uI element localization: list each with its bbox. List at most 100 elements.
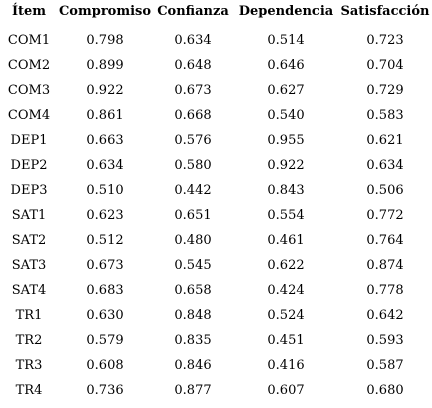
cell-item: SAT2 [11,233,47,248]
header-satisfaccion: Satisfacción [340,4,430,19]
cell-dependencia: 0.955 [267,133,305,148]
cell-compromiso: 0.630 [86,308,124,323]
header-item: Ítem [11,4,47,19]
table-row: COM3 0.922 0.673 0.627 0.729 [0,78,432,103]
table-row: SAT1 0.623 0.651 0.554 0.772 [0,203,432,228]
cell-dependencia: 0.514 [267,33,305,48]
cell-compromiso: 0.899 [86,58,124,73]
cell-satisfaccion: 0.764 [366,233,404,248]
cell-item: COM1 [7,33,51,48]
cell-compromiso: 0.736 [86,383,124,398]
table-header: Ítem Compromiso Confianza Dependencia Sa… [0,4,432,28]
cell-satisfaccion: 0.593 [366,333,404,348]
cell-confianza: 0.668 [174,108,212,123]
cell-dependencia: 0.540 [267,108,305,123]
cell-confianza: 0.442 [174,183,212,198]
header-compromiso: Compromiso [58,4,152,19]
cell-confianza: 0.848 [174,308,212,323]
cell-dependencia: 0.646 [267,58,305,73]
cell-item: TR1 [15,308,43,323]
cell-dependencia: 0.607 [267,383,305,398]
loadings-table: Ítem Compromiso Confianza Dependencia Sa… [0,4,432,403]
table-row: SAT2 0.512 0.480 0.461 0.764 [0,228,432,253]
cell-item: SAT4 [11,283,47,298]
cell-satisfaccion: 0.506 [366,183,404,198]
cell-satisfaccion: 0.729 [366,83,404,98]
cell-satisfaccion: 0.723 [366,33,404,48]
cell-item: COM3 [7,83,51,98]
cell-confianza: 0.580 [174,158,212,173]
cell-confianza: 0.634 [174,33,212,48]
table-row: DEP3 0.510 0.442 0.843 0.506 [0,178,432,203]
cell-compromiso: 0.512 [86,233,124,248]
cell-confianza: 0.648 [174,58,212,73]
cell-satisfaccion: 0.642 [366,308,404,323]
cell-item: DEP3 [10,183,48,198]
cell-confianza: 0.480 [174,233,212,248]
cell-dependencia: 0.622 [267,258,305,273]
cell-satisfaccion: 0.621 [366,133,404,148]
cell-dependencia: 0.451 [267,333,305,348]
cell-satisfaccion: 0.680 [366,383,404,398]
cell-item: COM4 [7,108,51,123]
cell-item: COM2 [7,58,51,73]
cell-confianza: 0.846 [174,358,212,373]
cell-compromiso: 0.634 [86,158,124,173]
cell-item: DEP1 [10,133,48,148]
table-row: TR2 0.579 0.835 0.451 0.593 [0,328,432,353]
cell-item: DEP2 [10,158,48,173]
table-row: TR3 0.608 0.846 0.416 0.587 [0,353,432,378]
cell-confianza: 0.673 [174,83,212,98]
cell-dependencia: 0.461 [267,233,305,248]
cell-confianza: 0.651 [174,208,212,223]
header-confianza: Confianza [157,4,229,19]
cell-compromiso: 0.510 [86,183,124,198]
cell-satisfaccion: 0.772 [366,208,404,223]
cell-satisfaccion: 0.634 [366,158,404,173]
cell-dependencia: 0.424 [267,283,305,298]
table-row: DEP2 0.634 0.580 0.922 0.634 [0,153,432,178]
cell-dependencia: 0.922 [267,158,305,173]
table-row: COM2 0.899 0.648 0.646 0.704 [0,53,432,78]
table-row: TR4 0.736 0.877 0.607 0.680 [0,378,432,403]
table-row: COM1 0.798 0.634 0.514 0.723 [0,28,432,53]
cell-dependencia: 0.627 [267,83,305,98]
cell-dependencia: 0.416 [267,358,305,373]
header-row: Ítem Compromiso Confianza Dependencia Sa… [0,4,432,28]
cell-satisfaccion: 0.587 [366,358,404,373]
table-row: SAT4 0.683 0.658 0.424 0.778 [0,278,432,303]
table-row: TR1 0.630 0.848 0.524 0.642 [0,303,432,328]
table-row: DEP1 0.663 0.576 0.955 0.621 [0,128,432,153]
cell-satisfaccion: 0.778 [366,283,404,298]
table-body: COM1 0.798 0.634 0.514 0.723 COM2 0.899 0.648 0.… [0,28,432,403]
cell-compromiso: 0.861 [86,108,124,123]
cell-compromiso: 0.579 [86,333,124,348]
cell-confianza: 0.877 [174,383,212,398]
cell-satisfaccion: 0.583 [366,108,404,123]
cell-compromiso: 0.623 [86,208,124,223]
cell-confianza: 0.576 [174,133,212,148]
cell-compromiso: 0.798 [86,33,124,48]
cell-confianza: 0.545 [174,258,212,273]
cell-item: SAT3 [11,258,47,273]
cell-satisfaccion: 0.704 [366,58,404,73]
cell-item: SAT1 [11,208,47,223]
cell-compromiso: 0.922 [86,83,124,98]
cell-compromiso: 0.683 [86,283,124,298]
cell-dependencia: 0.843 [267,183,305,198]
cell-item: TR2 [15,333,43,348]
cell-item: TR3 [15,358,43,373]
header-dependencia: Dependencia [238,4,334,19]
cell-confianza: 0.835 [174,333,212,348]
cell-dependencia: 0.524 [267,308,305,323]
table-row: COM4 0.861 0.668 0.540 0.583 [0,103,432,128]
cell-compromiso: 0.673 [86,258,124,273]
table-row: SAT3 0.673 0.545 0.622 0.874 [0,253,432,278]
cell-item: TR4 [15,383,43,398]
cell-satisfaccion: 0.874 [366,258,404,273]
cell-compromiso: 0.608 [86,358,124,373]
cell-compromiso: 0.663 [86,133,124,148]
cell-confianza: 0.658 [174,283,212,298]
cell-dependencia: 0.554 [267,208,305,223]
